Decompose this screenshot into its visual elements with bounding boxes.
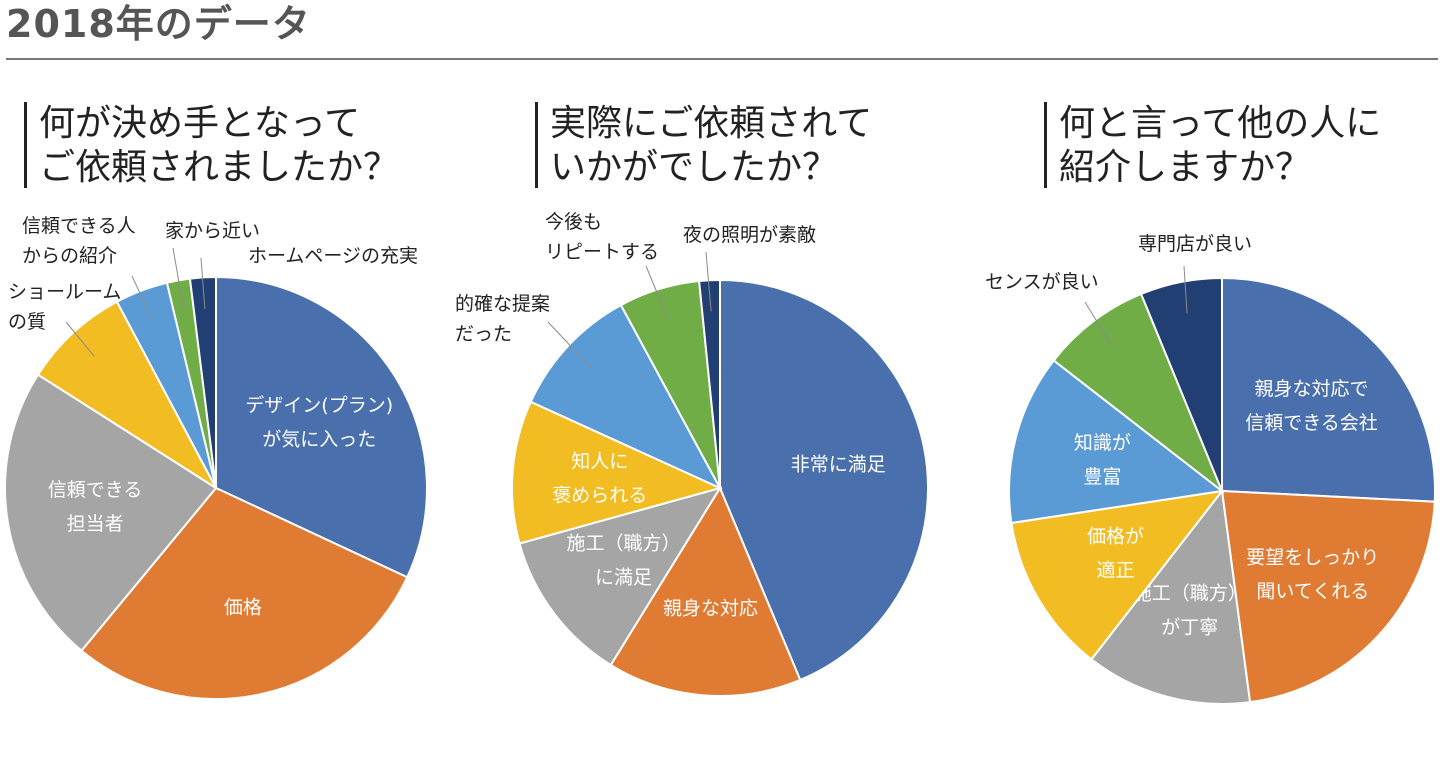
pie-2-label-6: 今後もリピートする (545, 211, 659, 263)
pie-1-label-5: 信頼できる人からの紹介 (22, 215, 136, 267)
pie-chart-2: 非常に満足親身な対応施工（職方）に満足知人に褒められる的確な提案だった今後もリピ… (455, 211, 928, 696)
pie-3-label-7: 専門店が良い (1138, 233, 1252, 255)
pie-1-label-6: 家から近い (165, 220, 260, 242)
pie-1-label-7: ホームページの充実 (248, 245, 418, 267)
pie-2-label-2: 親身な対応 (663, 597, 758, 619)
pie-3-label-6: センスが良い (985, 271, 1099, 293)
pie-1-label-2: 価格 (224, 596, 262, 618)
pie-chart-3: 親身な対応で信頼できる会社要望をしっかり聞いてくれる施工（職方）が丁寧価格が適正… (985, 233, 1435, 704)
pie-2-label-7: 夜の照明が素敵 (683, 224, 816, 246)
pie-chart-1: デザイン(プラン)が気に入った価格信頼できる担当者ショールームの質信頼できる人か… (5, 215, 427, 699)
pie-2-label-1: 非常に満足 (791, 453, 886, 475)
pie-2-label-5: 的確な提案だった (455, 293, 550, 345)
